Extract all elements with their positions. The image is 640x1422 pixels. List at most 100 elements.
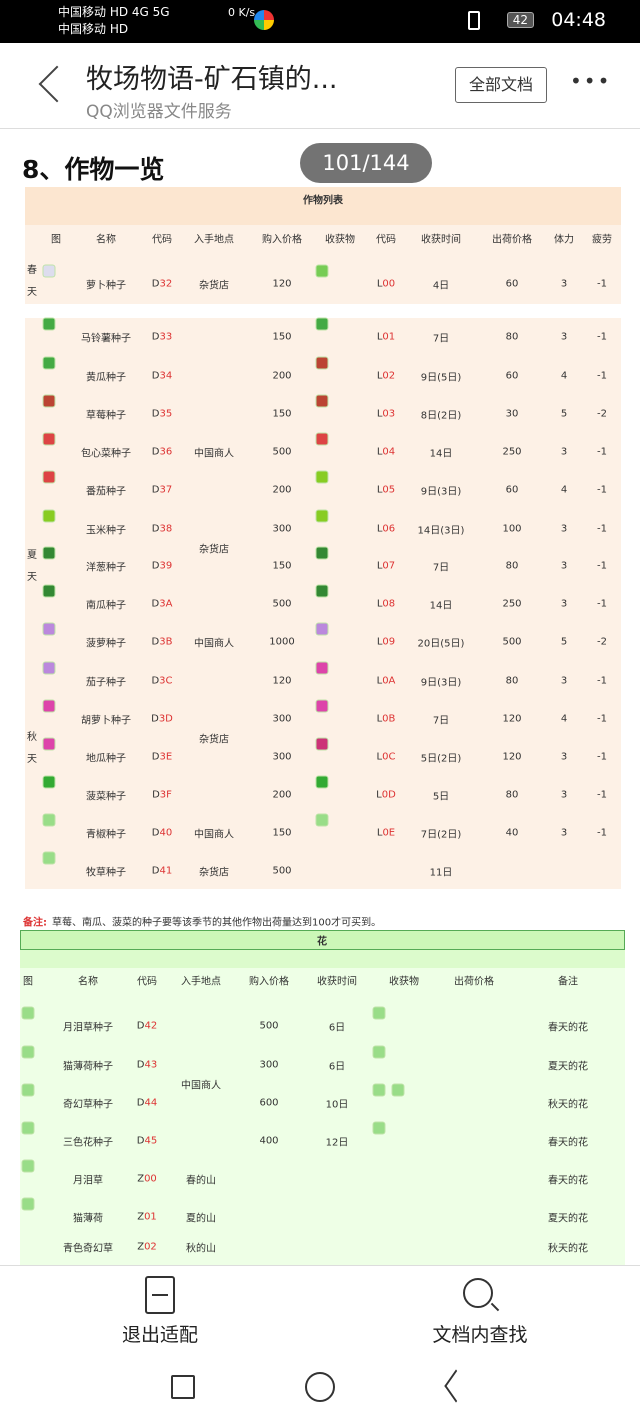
harvest-time: 7日 [432, 562, 450, 574]
flower-name: 奇幻草种子 [63, 1099, 113, 1111]
crop-table-bg [25, 318, 621, 889]
buy-price: 300 [272, 713, 292, 725]
remark: 秋天的花 [548, 1099, 588, 1111]
harvest-time: 12日 [325, 1137, 349, 1149]
seed-icon [43, 471, 55, 483]
code-prefix: L [376, 278, 383, 290]
code-prefix: L [376, 598, 383, 610]
seed-name: 菠萝种子 [86, 638, 126, 650]
flower-crop-icon [373, 1046, 385, 1058]
seed-code: D33 [152, 332, 172, 343]
sell-price: 500 [502, 636, 522, 648]
column-header: 入手地点 [181, 976, 221, 988]
flower-crop-icon [373, 1007, 385, 1019]
home-nav-icon[interactable] [305, 1372, 335, 1402]
code-number: 0B [382, 713, 396, 725]
flower-table-subbar [20, 950, 625, 968]
crop-icon [316, 700, 328, 712]
flower-code: Z02 [137, 1242, 157, 1253]
season-label: 秋天 [27, 732, 37, 765]
fatigue: -1 [597, 484, 607, 496]
exit-fit-label: 退出适配 [121, 1324, 198, 1346]
harvest-time: 14日 [429, 448, 453, 460]
harvest-time: 6日 [328, 1022, 346, 1034]
flower-crop-icon [373, 1122, 385, 1134]
seed-icon [43, 585, 55, 597]
fatigue: -2 [597, 636, 607, 648]
code-number: 32 [159, 278, 173, 290]
code-number: 43 [144, 1059, 158, 1071]
buy-price: 150 [272, 560, 292, 572]
stamina: 3 [560, 675, 568, 687]
crop-icon [316, 738, 328, 750]
remark: 春天的花 [548, 1022, 588, 1034]
seed-code: D3E [152, 752, 172, 763]
code-prefix: L [376, 675, 383, 687]
fatigue: -1 [597, 751, 607, 763]
flower-seed-icon [22, 1007, 34, 1019]
code-number: 36 [159, 446, 173, 458]
doc-subtitle: QQ浏览器文件服务 [86, 102, 232, 122]
all-documents-button[interactable]: 全部文档 [455, 67, 547, 103]
seed-code: D39 [152, 561, 172, 572]
code-prefix: Z [137, 1211, 145, 1223]
code-number: 04 [382, 446, 396, 458]
recents-nav-icon[interactable] [171, 1375, 195, 1399]
acquire-location: 中国商人 [194, 829, 234, 841]
code-prefix: D [151, 484, 160, 496]
flower-seed-icon [22, 1084, 34, 1096]
buy-price: 500 [259, 1020, 279, 1032]
code-prefix: D [151, 278, 160, 290]
code-prefix: L [376, 789, 382, 801]
code-prefix: L [376, 408, 383, 420]
acquire-location: 杂货店 [199, 280, 229, 292]
back-nav-icon[interactable] [444, 1369, 468, 1403]
exit-fit-button[interactable]: 退出适配 [92, 1266, 228, 1356]
sell-price: 250 [502, 446, 522, 458]
harvest-time: 14日 [429, 600, 453, 612]
flower-code: D44 [137, 1098, 157, 1109]
seed-icon [43, 814, 55, 826]
harvest-time: 9日(3日) [420, 677, 462, 689]
fatigue: -1 [597, 713, 607, 725]
harvest-time: 5日(2日) [420, 753, 462, 765]
sell-price: 80 [505, 331, 519, 343]
code-prefix: L [376, 751, 383, 763]
code-prefix: D [151, 523, 160, 535]
buy-price: 200 [272, 370, 292, 382]
code-number: 00 [382, 278, 396, 290]
stamina: 3 [560, 446, 568, 458]
acquire-location: 中国商人 [194, 638, 234, 650]
seed-name: 黄瓜种子 [86, 372, 126, 384]
harvest-time: 9日(5日) [420, 372, 462, 384]
column-header: 体力 [554, 234, 574, 246]
seed-code: D41 [152, 866, 172, 877]
acquire-location: 中国商人 [194, 448, 234, 460]
code-prefix: L [376, 827, 383, 839]
seed-icon [43, 265, 55, 277]
vibrate-icon [468, 11, 480, 30]
code-number: 0E [382, 827, 396, 839]
seed-code: D36 [152, 447, 172, 458]
fatigue: -1 [597, 331, 607, 343]
fatigue: -2 [597, 408, 607, 420]
column-header: 图 [51, 234, 61, 246]
column-header: 图 [23, 976, 33, 988]
acquire-location: 秋的山 [186, 1243, 216, 1255]
search-icon [463, 1278, 493, 1308]
code-prefix: D [152, 789, 160, 801]
code-number: 44 [144, 1097, 158, 1109]
seed-icon [43, 547, 55, 559]
note-label: 备注: [23, 917, 47, 929]
harvest-time: 9日(3日) [420, 486, 462, 498]
code-prefix: L [376, 370, 383, 382]
find-in-doc-button[interactable]: 文档内查找 [410, 1266, 550, 1356]
code-number: 3F [159, 789, 172, 801]
more-menu-icon[interactable]: ••• [570, 69, 612, 93]
code-prefix: Z [137, 1241, 145, 1253]
flower-name: 三色花种子 [63, 1137, 113, 1149]
seed-icon [43, 433, 55, 445]
code-number: 35 [159, 408, 173, 420]
code-number: 08 [382, 598, 396, 610]
harvest-time: 7日 [432, 715, 450, 727]
